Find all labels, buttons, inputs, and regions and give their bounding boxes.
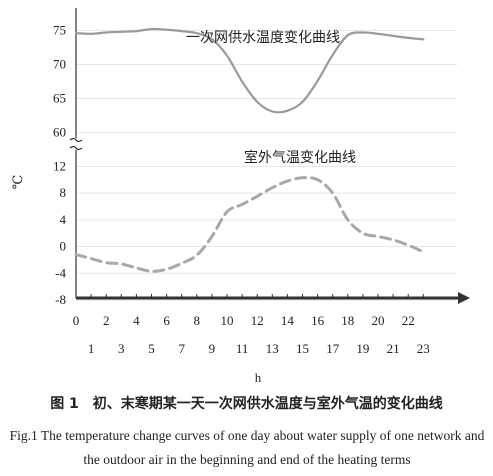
y-tick-lower-0: 0 xyxy=(60,239,67,254)
figure-caption-chinese: 图 1 初、末寒期某一天一次网供水温度与室外气温的变化曲线 xyxy=(50,396,443,412)
x-tick-label-6: 6 xyxy=(163,313,170,328)
axes xyxy=(69,8,470,304)
y-tick-upper-60: 60 xyxy=(53,125,66,140)
x-tick-label-5: 5 xyxy=(148,341,155,356)
x-tick-label-20: 20 xyxy=(372,313,385,328)
x-tick-label-8: 8 xyxy=(194,313,201,328)
x-tick-label-13: 13 xyxy=(266,341,279,356)
x-tick-labels: 0 2 4 6 8 10 12 14 16 18 20 221 3 5 7 9 11 13 15 17 19 21 23 xyxy=(73,313,430,356)
x-tick-label-21: 21 xyxy=(387,341,400,356)
series-line-outdoor-air-temperature xyxy=(74,176,425,273)
curve-label-supply-water-temperature: 一次网供水温度变化曲线 xyxy=(186,30,340,46)
y-tick-lower-4: 4 xyxy=(60,212,67,227)
x-tick-label-18: 18 xyxy=(341,313,354,328)
x-tick-label-4: 4 xyxy=(133,313,140,328)
x-tick-label-12: 12 xyxy=(251,313,264,328)
y-tick-lower--4: -4 xyxy=(55,265,66,280)
x-tick-label-2: 2 xyxy=(103,313,110,328)
axis-break-mark-bottom xyxy=(69,145,83,151)
curve-label-outdoor-air-temperature: 室外气温变化曲线 xyxy=(244,149,356,166)
axis-break-mark-top xyxy=(69,137,83,143)
x-tick-label-19: 19 xyxy=(356,341,369,356)
series-lines xyxy=(74,27,425,273)
y-tick-upper-65: 65 xyxy=(53,91,66,106)
x-tick-label-15: 15 xyxy=(296,341,309,356)
y-tick-upper-70: 70 xyxy=(53,56,66,71)
x-axis-label: h xyxy=(255,370,262,385)
figure-caption-english: Fig.1 The temperature change curves of o… xyxy=(9,428,485,467)
y-tick-lower-8: 8 xyxy=(60,185,67,200)
x-tick-label-17: 17 xyxy=(326,341,340,356)
x-tick-label-3: 3 xyxy=(118,341,125,356)
x-axis-arrow xyxy=(458,292,470,304)
x-tick-label-22: 22 xyxy=(402,313,415,328)
x-tick-label-14: 14 xyxy=(281,313,295,328)
x-tick-label-10: 10 xyxy=(221,313,234,328)
y-tick-lower-12: 12 xyxy=(53,158,66,173)
x-tick-label-9: 9 xyxy=(209,341,216,356)
x-tick-label-7: 7 xyxy=(178,341,185,356)
x-tick-label-16: 16 xyxy=(311,313,325,328)
x-tick-label-23: 23 xyxy=(417,341,430,356)
x-tick-label-1: 1 xyxy=(88,341,95,356)
y-tick-upper-75: 75 xyxy=(53,22,66,37)
series-line-supply-water-temperature xyxy=(74,27,425,114)
y-tick-labels: 60 65 70 75 -8 -4 0 4 8 12 xyxy=(53,22,67,307)
lower-gridlines xyxy=(76,165,457,301)
x-tick-label-11: 11 xyxy=(236,341,249,356)
y-axis-label: ℃ xyxy=(10,175,25,190)
x-tick-label-0: 0 xyxy=(73,313,80,328)
y-tick-lower--8: -8 xyxy=(55,292,66,307)
